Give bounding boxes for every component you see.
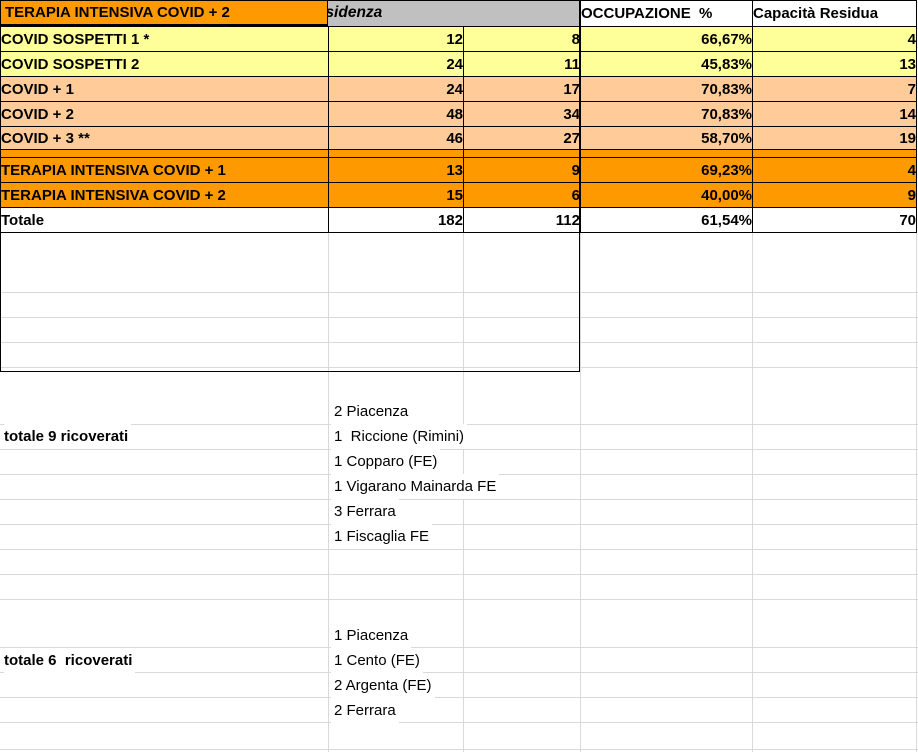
table-row: COVID SOSPETTI 2 24 11 45,83% 13: [0, 51, 917, 77]
cell-occupazione[interactable]: 58,70%: [580, 126, 753, 150]
cell-ricoverati[interactable]: 11: [463, 51, 581, 77]
cell-totale-capacita-residua[interactable]: 70: [752, 207, 917, 233]
residence-group-subtotal-ti1[interactable]: totale 9 ricoverati: [4, 424, 132, 449]
residence-entry[interactable]: 2 Ferrara: [331, 698, 399, 723]
gridline: [463, 0, 464, 752]
cell-capacita-residua[interactable]: 9: [752, 182, 917, 208]
cell-occupazione[interactable]: 70,83%: [580, 76, 753, 102]
cell-uo[interactable]: COVID SOSPETTI 1 *: [0, 26, 329, 52]
beds-table: U.O. POSTI LETTO RICOVERATI OCCUPAZIONE …: [0, 0, 917, 233]
cell-occupazione[interactable]: 69,23%: [580, 157, 753, 183]
table-row: COVID + 3 ** 46 27 58,70% 19: [0, 126, 917, 150]
gridline: [0, 549, 918, 550]
col-header-occupazione[interactable]: OCCUPAZIONE %: [580, 0, 753, 27]
col-header-capacita-residua[interactable]: Capacità Residua: [752, 0, 917, 27]
gridline: [0, 292, 918, 293]
gridline: [916, 0, 917, 752]
gridline: [0, 697, 918, 698]
gridline: [0, 574, 918, 575]
residence-entry[interactable]: 1 Riccione (Rimini): [331, 424, 468, 449]
cell-posti-letto[interactable]: 15: [328, 182, 464, 208]
residence-group-subtotal-ti2[interactable]: totale 6 ricoverati: [4, 648, 136, 673]
cell-posti-letto[interactable]: 48: [328, 101, 464, 127]
gridline: [0, 647, 918, 648]
cell-occupazione[interactable]: 40,00%: [580, 182, 753, 208]
gridline: [580, 0, 581, 752]
gridline: [752, 0, 753, 752]
gridline: [0, 749, 918, 750]
cell-ricoverati[interactable]: 8: [463, 26, 581, 52]
residence-entry[interactable]: 2 Piacenza: [331, 399, 412, 424]
residence-entry[interactable]: 1 Copparo (FE): [331, 449, 441, 474]
cell-capacita-residua[interactable]: 14: [752, 101, 917, 127]
residence-group-label-ti2[interactable]: TERAPIA INTENSIVA COVID + 2: [0, 0, 328, 25]
spacer-cell[interactable]: [752, 149, 917, 158]
gridline: [0, 499, 918, 500]
cell-ricoverati[interactable]: 34: [463, 101, 581, 127]
cell-capacita-residua[interactable]: 4: [752, 26, 917, 52]
table-row: TERAPIA INTENSIVA COVID + 1 13 9 69,23% …: [0, 157, 917, 183]
cell-uo[interactable]: COVID + 3 **: [0, 126, 329, 150]
cell-occupazione[interactable]: 70,83%: [580, 101, 753, 127]
gridline: [0, 672, 918, 673]
gridline: [0, 449, 918, 450]
cell-occupazione[interactable]: 45,83%: [580, 51, 753, 77]
table-row: COVID SOSPETTI 1 * 12 8 66,67% 4: [0, 26, 917, 52]
residence-entry[interactable]: 2 Argenta (FE): [331, 673, 435, 698]
spacer-cell[interactable]: [580, 149, 753, 158]
totals-row: Totale 182 112 61,54% 70: [0, 207, 917, 233]
cell-posti-letto[interactable]: 12: [328, 26, 464, 52]
cell-occupazione[interactable]: 66,67%: [580, 26, 753, 52]
cell-totale-occupazione[interactable]: 61,54%: [580, 207, 753, 233]
cell-capacita-residua[interactable]: 19: [752, 126, 917, 150]
residence-entry[interactable]: 1 Cento (FE): [331, 648, 423, 673]
residence-section-border: [0, 0, 580, 372]
gridline: [0, 367, 918, 368]
table-row: TERAPIA INTENSIVA COVID + 2 15 6 40,00% …: [0, 182, 917, 208]
cell-posti-letto[interactable]: 13: [328, 157, 464, 183]
cell-capacita-residua[interactable]: 4: [752, 157, 917, 183]
gridline: [0, 722, 918, 723]
gridline: [0, 317, 918, 318]
gridline: [0, 524, 918, 525]
cell-uo[interactable]: TERAPIA INTENSIVA COVID + 1: [0, 157, 329, 183]
cell-capacita-residua[interactable]: 13: [752, 51, 917, 77]
cell-totale-ricoverati[interactable]: 112: [463, 207, 581, 233]
table-row: COVID + 1 24 17 70,83% 7: [0, 76, 917, 102]
cell-uo[interactable]: COVID + 1: [0, 76, 329, 102]
cell-posti-letto[interactable]: 24: [328, 51, 464, 77]
cell-capacita-residua[interactable]: 7: [752, 76, 917, 102]
gridline: [328, 0, 329, 752]
residence-entry[interactable]: 1 Fiscaglia FE: [331, 524, 433, 549]
gridline: [0, 342, 918, 343]
residence-entry[interactable]: 1 Vigarano Mainarda FE: [331, 474, 500, 499]
residence-entry[interactable]: 1 Piacenza: [331, 623, 412, 648]
gridline: [0, 599, 918, 600]
cell-totale-label[interactable]: Totale: [0, 207, 329, 233]
cell-ricoverati[interactable]: 17: [463, 76, 581, 102]
residence-entry[interactable]: 3 Ferrara: [331, 499, 399, 524]
